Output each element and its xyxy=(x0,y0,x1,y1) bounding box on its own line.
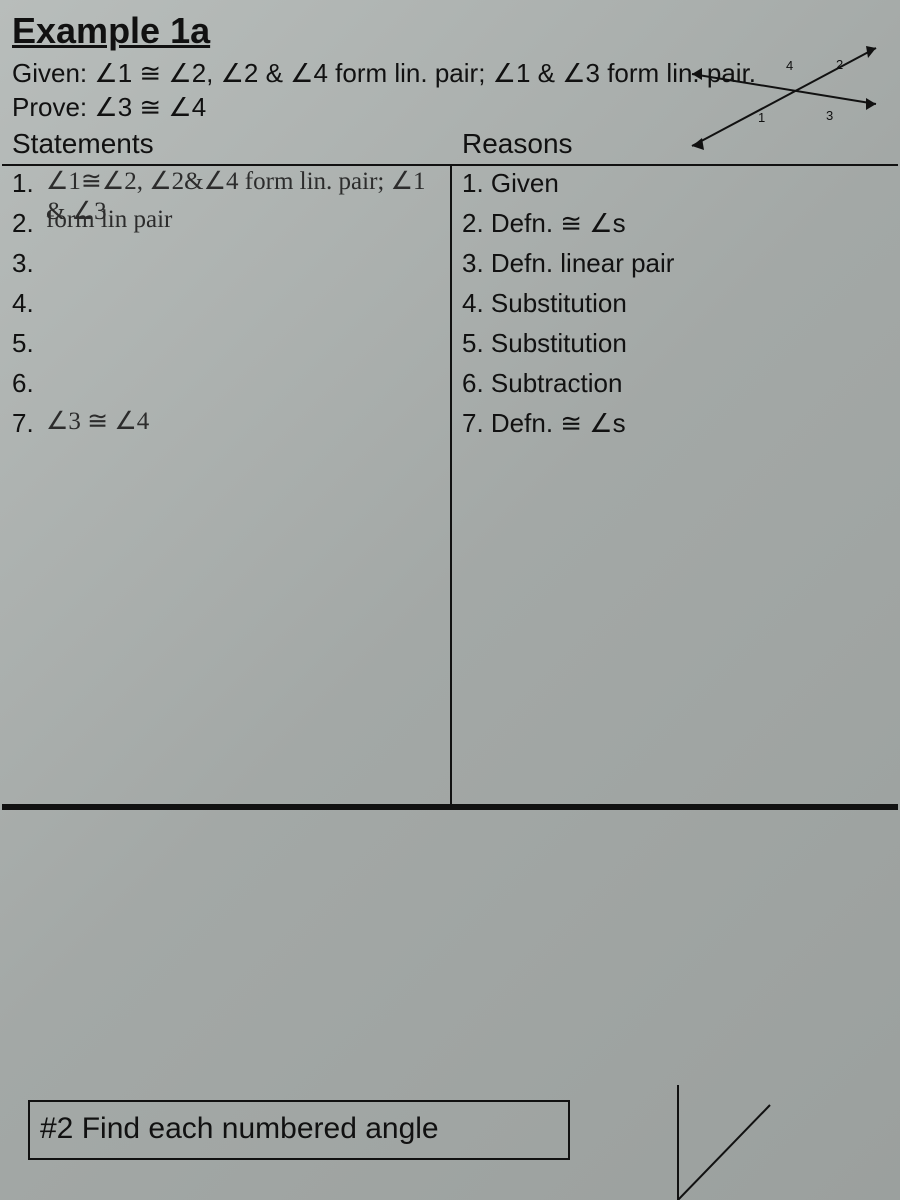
reasons-header: Reasons xyxy=(462,128,573,160)
worksheet-page: Example 1a Given: ∠1 ≅ ∠2, ∠2 & ∠4 form … xyxy=(0,0,900,1200)
given-prefix: Given: xyxy=(12,58,87,88)
statement-number: 1. xyxy=(12,168,42,199)
diagram-label-3: 3 xyxy=(826,108,833,123)
reason-text: 5. Substitution xyxy=(462,328,882,359)
statement-handwritten: form lin pair xyxy=(46,206,446,234)
angle-diagram: 4 2 1 3 xyxy=(686,34,882,164)
prove-prefix: Prove: xyxy=(12,92,87,122)
reason-text: 1. Given xyxy=(462,168,882,199)
diagram-label-2: 2 xyxy=(836,57,843,72)
section-divider xyxy=(2,804,898,810)
prove-line: Prove: ∠3 ≅ ∠4 xyxy=(12,92,206,123)
reason-text: 2. Defn. ≅ ∠s xyxy=(462,208,882,239)
question-2-text: #2 Find each numbered angle xyxy=(40,1112,439,1146)
reason-text: 3. Defn. linear pair xyxy=(462,248,882,279)
statement-number: 2. xyxy=(12,208,42,239)
reason-text: 7. Defn. ≅ ∠s xyxy=(462,408,882,439)
example-heading: Example 1a xyxy=(12,10,210,52)
statement-number: 3. xyxy=(12,248,42,279)
statement-number: 4. xyxy=(12,288,42,319)
statement-number: 7. xyxy=(12,408,42,439)
statement-number: 5. xyxy=(12,328,42,359)
statement-number: 6. xyxy=(12,368,42,399)
prove-text: ∠3 ≅ ∠4 xyxy=(94,92,206,122)
table-vertical-rule xyxy=(450,164,452,804)
diagram-label-1: 1 xyxy=(758,110,765,125)
statements-header: Statements xyxy=(12,128,154,160)
q2-diagram-partial xyxy=(570,1085,790,1200)
reason-text: 6. Subtraction xyxy=(462,368,882,399)
given-text: ∠1 ≅ ∠2, ∠2 & ∠4 form lin. pair; ∠1 & ∠3… xyxy=(94,58,756,88)
reason-text: 4. Substitution xyxy=(462,288,882,319)
given-line: Given: ∠1 ≅ ∠2, ∠2 & ∠4 form lin. pair; … xyxy=(12,58,756,89)
diagram-label-4: 4 xyxy=(786,58,793,73)
sheet: Example 1a Given: ∠1 ≅ ∠2, ∠2 & ∠4 form … xyxy=(0,0,900,1200)
statement-handwritten: ∠3 ≅ ∠4 xyxy=(46,406,446,436)
